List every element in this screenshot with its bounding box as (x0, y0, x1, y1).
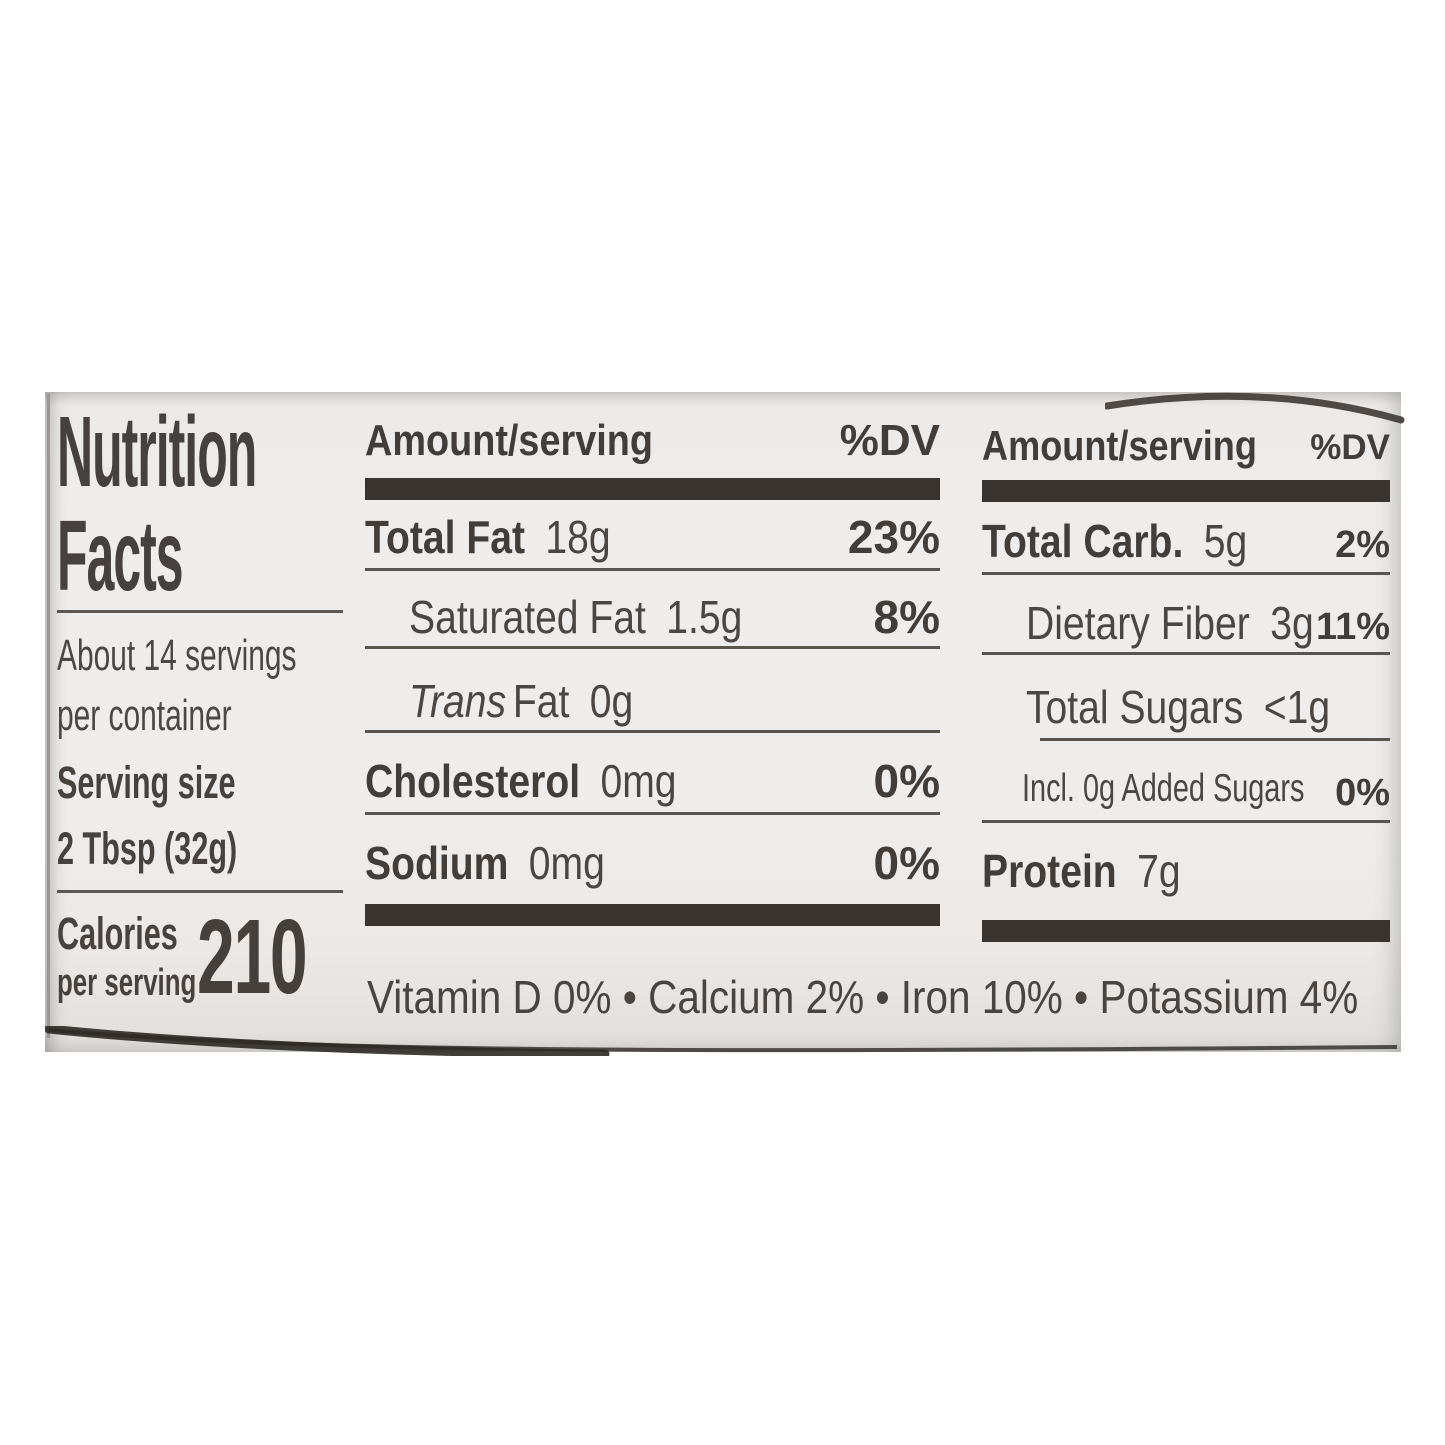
nutrient-dv: 2% (1335, 524, 1390, 566)
serving-size-value: 2 Tbsp (32g) (57, 823, 238, 874)
divider (982, 820, 1390, 823)
column-header: Amount/serving %DV (365, 416, 940, 466)
nutrition-facts-label: Nutrition Facts About 14 servings per co… (45, 392, 1405, 1056)
calories-per-serving-word: per serving (57, 962, 197, 1004)
calories-value: 210 (197, 898, 308, 1016)
nutrient-dv: 0% (1335, 772, 1390, 814)
divider (982, 652, 1390, 655)
label-left-edge (47, 394, 50, 1038)
nutrient-text: Protein 7g (982, 844, 1181, 898)
nutrient-text: Incl. 0g Added Sugars (1022, 762, 1304, 816)
nutrient-text: Total Carb. 5g (982, 514, 1247, 568)
nutrient-text: Total Fat 18g (365, 510, 611, 564)
divider (57, 890, 343, 893)
column-header-amount: Amount/serving (982, 422, 1257, 469)
row-total-fat: Total Fat 18g 23% (365, 510, 940, 564)
servings-line-2: per container (57, 691, 232, 740)
column-fat-sodium: Amount/serving %DV Total Fat 18g 23% Satu… (365, 392, 940, 1052)
nutrient-dv: 0% (873, 837, 940, 889)
nutrient-text: Dietary Fiber 3g (1026, 596, 1314, 650)
row-dietary-fiber: Dietary Fiber 3g 11% (982, 596, 1390, 650)
divider (365, 730, 940, 733)
title-line-2: Facts (57, 500, 184, 612)
nutrient-name: Fat (512, 675, 570, 727)
title-line-1: Nutrition (57, 396, 257, 508)
row-sodium: Sodium 0mg 0% (365, 836, 940, 890)
calories-label: Calories per serving (57, 908, 196, 1006)
nutrient-dv: 8% (873, 591, 940, 643)
column-carb-protein: Amount/serving %DV Total Carb. 5g 2% Diet… (982, 392, 1390, 1052)
nutrient-text: Cholesterol 0mg (365, 754, 677, 808)
calories-word: Calories (57, 908, 178, 959)
nutrient-name: Total Carb. (982, 515, 1184, 567)
serving-size-label: Serving size (57, 757, 236, 808)
nutrient-amount: 3g (1270, 597, 1314, 649)
nutrient-name: Incl. 0g Added Sugars (1022, 767, 1305, 810)
nutrient-dv: 0% (873, 755, 940, 807)
nutrient-name-italic: Trans (409, 675, 507, 727)
column-header-amount: Amount/serving (365, 416, 654, 465)
divider (365, 568, 940, 571)
servings-line-1: About 14 servings (57, 631, 297, 680)
divider (365, 646, 940, 649)
divider (982, 572, 1390, 575)
row-cholesterol: Cholesterol 0mg 0% (365, 754, 940, 808)
column-header: Amount/serving %DV (982, 422, 1390, 470)
nutrient-amount: 1.5g (666, 591, 743, 643)
row-total-carb: Total Carb. 5g 2% (982, 514, 1390, 568)
nutrient-amount: 7g (1137, 845, 1181, 897)
label-title: Nutrition Facts (57, 396, 257, 612)
column-header-dv: %DV (1310, 428, 1390, 467)
nutrient-text: Trans Fat 0g (409, 674, 633, 728)
micronutrients-line: Vitamin D 0% • Calcium 2% • Iron 10% • P… (367, 971, 1359, 1023)
section-bar (365, 478, 940, 500)
nutrient-name: Dietary Fiber (1026, 597, 1250, 649)
nutrient-amount: 0mg (528, 837, 605, 889)
nutrient-amount: 0g (589, 675, 634, 727)
nutrient-text: Saturated Fat 1.5g (409, 590, 742, 644)
nutrient-amount: 18g (545, 511, 611, 563)
section-bar (982, 920, 1390, 942)
nutrient-name: Cholesterol (365, 755, 581, 807)
nutrient-name: Protein (982, 845, 1117, 897)
nutrient-name: Sodium (365, 837, 509, 889)
row-added-sugars: Incl. 0g Added Sugars 0% (982, 762, 1390, 816)
nutrient-text: Sodium 0mg (365, 836, 605, 890)
row-protein: Protein 7g (982, 844, 1390, 898)
nutrient-amount: <1g (1263, 681, 1331, 733)
row-saturated-fat: Saturated Fat 1.5g 8% (365, 590, 940, 644)
servings-per-container: About 14 servings per container (57, 626, 297, 746)
section-bar (365, 904, 940, 926)
nutrient-name: Total Fat (365, 511, 526, 563)
section-bar (982, 480, 1390, 502)
nutrient-dv: 23% (847, 511, 940, 563)
divider (365, 812, 940, 815)
serving-size: Serving size 2 Tbsp (32g) (57, 750, 237, 882)
nutrient-dv: 11% (1316, 606, 1390, 648)
divider (57, 610, 343, 613)
nutrient-amount: 5g (1203, 515, 1248, 567)
divider (1040, 738, 1390, 741)
row-total-sugars: Total Sugars <1g (982, 680, 1390, 734)
nutrient-text: Total Sugars <1g (1026, 680, 1330, 734)
nutrient-amount: 0mg (600, 755, 677, 807)
nutrient-name: Total Sugars (1026, 681, 1244, 733)
column-header-dv: %DV (839, 416, 940, 465)
row-trans-fat: Trans Fat 0g (365, 674, 940, 728)
nutrient-name: Saturated Fat (409, 591, 646, 643)
